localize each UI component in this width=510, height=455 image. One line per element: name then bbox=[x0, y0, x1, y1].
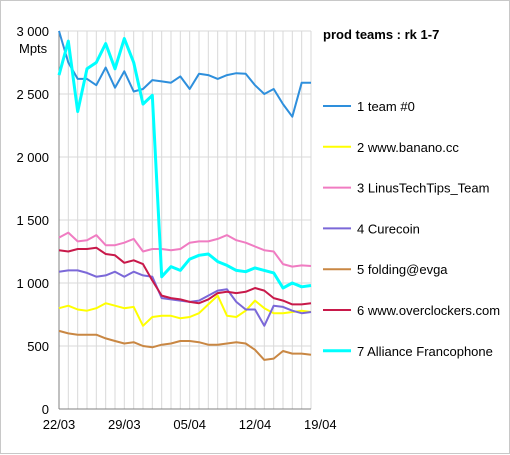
legend-entry: 4 Curecoin bbox=[357, 221, 420, 236]
legend-entry: 5 folding@evga bbox=[357, 262, 448, 277]
y-tick-label: 2 000 bbox=[16, 150, 49, 165]
x-tick-label: 05/04 bbox=[173, 417, 206, 432]
x-tick-label: 22/03 bbox=[43, 417, 76, 432]
y-tick-label: 1 000 bbox=[16, 276, 49, 291]
series-line-6 bbox=[58, 246, 312, 306]
legend-entry: 7 Alliance Francophone bbox=[357, 344, 493, 359]
y-tick-label: 1 500 bbox=[16, 213, 49, 228]
y-tick-label: 500 bbox=[27, 339, 49, 354]
chart-title: prod teams : rk 1-7 bbox=[323, 27, 439, 42]
y-axis-label: Mpts bbox=[19, 41, 48, 56]
x-tick-label: 19/04 bbox=[304, 417, 337, 432]
x-tick-label: 29/03 bbox=[108, 417, 141, 432]
legend-entry: 1 team #0 bbox=[357, 99, 415, 114]
series-line-7 bbox=[57, 37, 312, 290]
series-line-3 bbox=[58, 231, 312, 268]
series-line-1 bbox=[58, 30, 311, 118]
y-tick-label: 2 500 bbox=[16, 87, 49, 102]
legend-entry: 3 LinusTechTips_Team bbox=[357, 181, 489, 196]
legend: 1 team #0 2 www.banano.cc 3 LinusTechTips_… bbox=[323, 99, 500, 359]
axes bbox=[58, 31, 311, 410]
series-line-2 bbox=[58, 294, 312, 327]
x-tick-labels: 22/03 29/03 05/04 12/04 19/04 bbox=[43, 417, 337, 432]
y-tick-labels: 0 500 1 000 1 500 2 000 2 500 3 000 bbox=[16, 24, 49, 417]
series-line-5 bbox=[58, 329, 312, 361]
legend-entry: 2 www.banano.cc bbox=[357, 140, 459, 155]
y-tick-label: 0 bbox=[42, 402, 49, 417]
legend-entry: 6 www.overclockers.com bbox=[357, 303, 500, 318]
series-lines bbox=[57, 30, 312, 361]
x-tick-label: 12/04 bbox=[239, 417, 272, 432]
y-tick-label: 3 000 bbox=[16, 24, 49, 39]
